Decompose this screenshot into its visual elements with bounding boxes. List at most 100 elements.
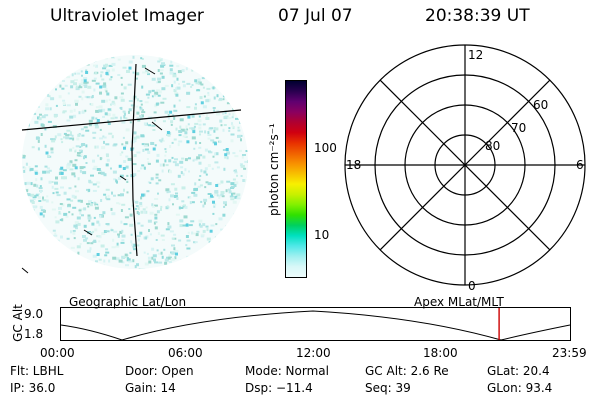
speckle <box>143 251 146 254</box>
speckle <box>139 107 143 111</box>
speckle <box>158 56 162 60</box>
speckle <box>243 73 246 77</box>
speckle <box>220 191 225 194</box>
speckle <box>245 252 248 256</box>
speckle <box>141 268 146 269</box>
speckle <box>193 158 198 161</box>
speckle <box>173 89 177 92</box>
speckle <box>38 238 41 242</box>
speckle <box>175 87 178 91</box>
speckle <box>84 260 87 264</box>
speckle <box>191 68 194 72</box>
speckle <box>211 71 214 74</box>
speckle <box>244 71 248 75</box>
speckle <box>96 181 101 184</box>
bright-speckle <box>34 171 38 175</box>
speckle <box>237 134 241 138</box>
speckle <box>140 134 145 138</box>
bright-speckle <box>128 66 132 70</box>
speckle <box>110 229 114 232</box>
speckle <box>51 181 54 183</box>
time-tick-1800: 18:00 <box>423 346 458 360</box>
speckle <box>28 166 31 169</box>
speckle <box>62 111 66 114</box>
speckle <box>123 188 125 192</box>
speckle <box>172 161 177 164</box>
speckle <box>239 85 243 88</box>
speckle <box>216 62 221 65</box>
speckle <box>167 117 170 120</box>
speckle <box>77 199 81 202</box>
speckle <box>176 197 179 200</box>
speckle <box>241 155 244 159</box>
speckle <box>165 206 169 210</box>
speckle <box>170 120 174 124</box>
speckle <box>204 148 208 152</box>
speckle <box>146 158 149 160</box>
speckle <box>206 228 209 232</box>
speckle <box>95 64 98 68</box>
speckle <box>232 113 235 117</box>
speckle <box>222 95 227 98</box>
speckle <box>177 174 181 178</box>
bright-speckle <box>192 130 196 134</box>
speckle <box>165 164 169 167</box>
speckle <box>213 109 216 112</box>
speckle <box>174 256 177 260</box>
speckle <box>193 125 196 128</box>
speckle <box>138 268 141 269</box>
speckle <box>29 82 34 84</box>
speckle <box>110 207 113 211</box>
speckle <box>186 247 191 250</box>
speckle <box>177 143 180 147</box>
speckle <box>129 121 132 124</box>
speckle <box>151 256 154 260</box>
speckle <box>36 57 41 60</box>
bright-speckle <box>185 223 189 227</box>
speckle <box>161 239 165 241</box>
speckle <box>220 249 224 252</box>
speckle <box>240 138 242 142</box>
speckle <box>196 230 200 233</box>
speckle <box>174 158 178 161</box>
speckle <box>150 142 155 145</box>
speckle <box>110 103 112 106</box>
speckle <box>238 90 243 93</box>
speckle <box>218 217 223 221</box>
bright-speckle <box>187 115 191 119</box>
speckle <box>81 97 84 101</box>
uv-image-map <box>21 55 248 274</box>
speckle <box>119 174 124 177</box>
speckle <box>230 102 233 106</box>
speckle <box>74 185 77 188</box>
speckle <box>115 257 120 261</box>
speckle <box>139 115 142 118</box>
speckle <box>74 99 78 103</box>
speckle <box>181 224 186 227</box>
speckle <box>49 252 52 256</box>
speckle <box>158 179 162 182</box>
speckle <box>198 146 202 149</box>
speckle <box>76 216 81 220</box>
speckle <box>209 127 214 130</box>
speckle <box>38 117 42 121</box>
speckle <box>50 97 55 101</box>
speckle <box>31 146 35 149</box>
speckle <box>247 111 248 114</box>
speckle <box>62 169 67 172</box>
bright-speckle <box>217 65 221 68</box>
speckle <box>154 213 158 216</box>
speckle <box>178 239 182 242</box>
speckle <box>175 192 178 195</box>
speckle <box>228 235 233 238</box>
speckle <box>30 216 34 219</box>
speckle <box>216 182 221 185</box>
speckle <box>161 140 165 142</box>
speckle <box>193 241 197 244</box>
speckle <box>39 185 42 189</box>
speckle <box>110 117 115 120</box>
speckle <box>120 220 123 224</box>
speckle <box>72 206 77 209</box>
speckle <box>81 74 83 77</box>
speckle <box>184 168 187 172</box>
